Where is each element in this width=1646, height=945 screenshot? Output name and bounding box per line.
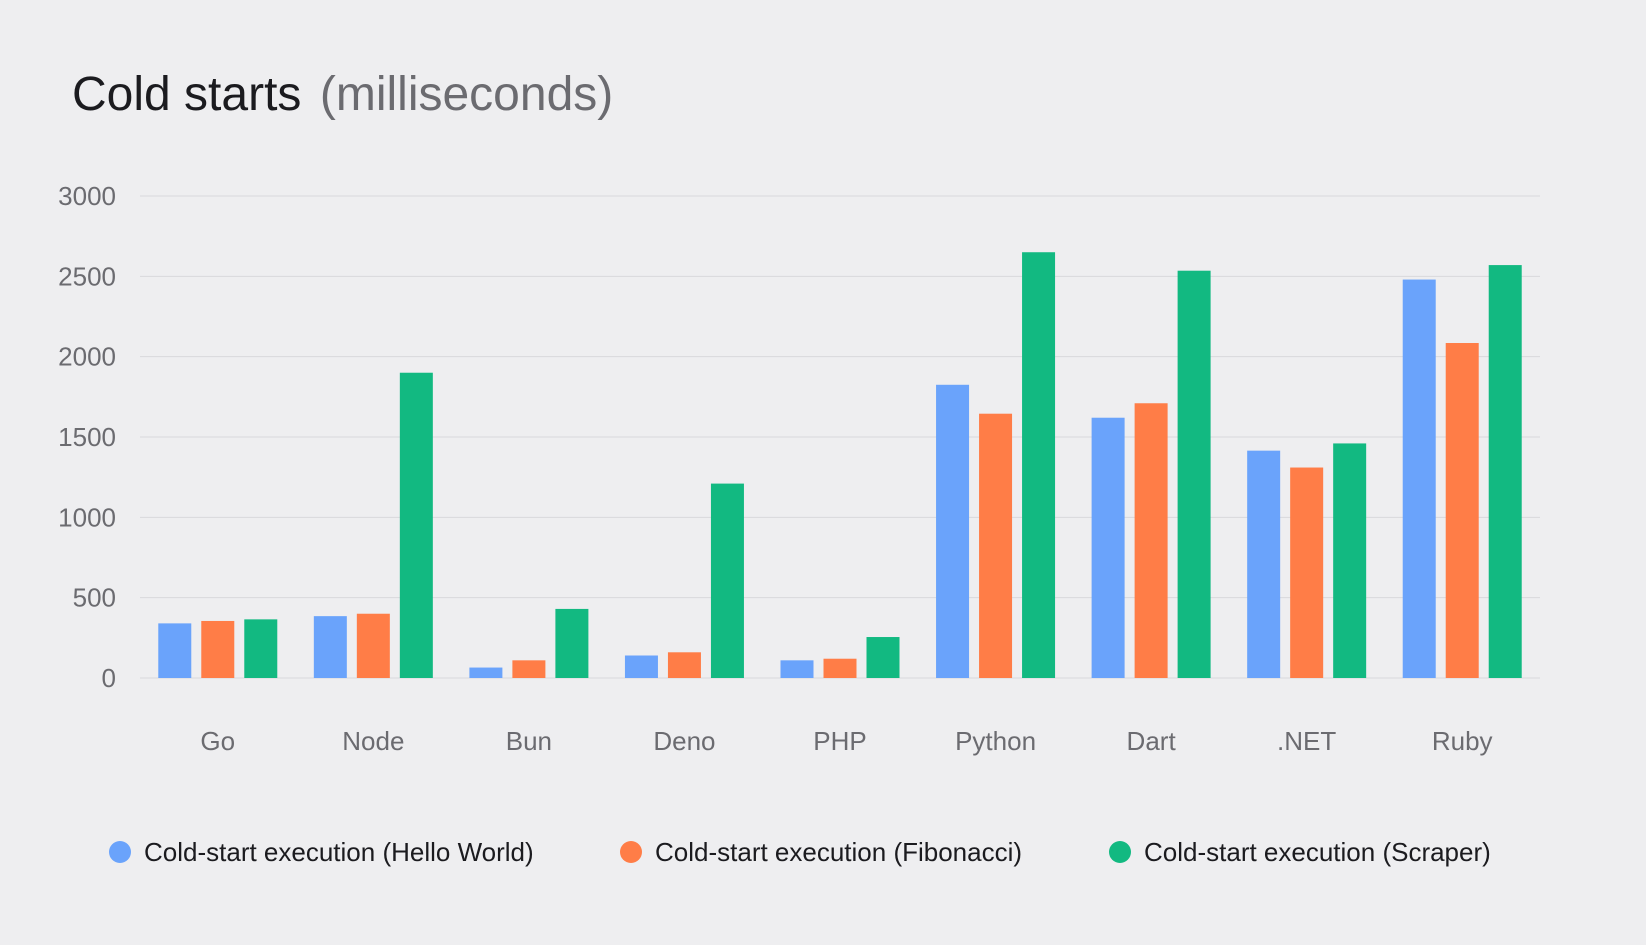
y-tick-label: 500 [73,583,116,613]
legend-label: Cold-start execution (Hello World) [144,837,534,867]
chart-title: Cold starts [72,68,301,121]
bar-python-series-3 [1022,252,1056,678]
bar-ruby-series-2 [1445,343,1479,678]
chart-subtitle: (milliseconds) [320,68,613,121]
x-category-label: Bun [506,726,552,756]
bar-net-series-1 [1247,450,1281,678]
bar-php-series-1 [780,660,814,678]
bar-net-series-3 [1333,443,1367,678]
bar-go-series-1 [158,623,192,678]
legend-label: Cold-start execution (Fibonacci) [655,837,1022,867]
legend: Cold-start execution (Hello World) Cold-s… [109,837,1491,867]
x-category-label: Node [342,726,404,756]
bar-ruby-series-3 [1488,265,1522,678]
x-category-label: Ruby [1432,726,1493,756]
bar-python-series-1 [936,384,970,678]
bar-go-series-3 [244,619,278,678]
y-axis-tick-labels: 0 500 1000 1500 2000 2500 3000 [58,181,116,693]
gridlines [140,195,1540,679]
chart-title-group: Cold starts (milliseconds) [72,68,613,121]
bar-go-series-2 [201,620,235,678]
bar-php-series-2 [823,658,857,678]
bar-node-series-1 [313,616,347,678]
bar-deno-series-2 [667,652,701,678]
y-tick-label: 2500 [58,261,116,291]
bar-node-series-2 [356,613,390,678]
bar-python-series-2 [979,413,1013,678]
legend-swatch [620,841,642,863]
x-category-label: Python [955,726,1036,756]
bar-dart-series-3 [1177,270,1211,678]
bar-bun-series-3 [555,608,589,678]
legend-swatch [109,841,131,863]
x-category-label: Dart [1127,726,1177,756]
legend-label: Cold-start execution (Scraper) [1144,837,1491,867]
bar-deno-series-1 [624,655,658,678]
bar-dart-series-1 [1091,417,1125,678]
legend-swatch [1109,841,1131,863]
bars [158,252,1522,678]
x-category-label: PHP [813,726,866,756]
y-tick-label: 2000 [58,342,116,372]
bar-bun-series-1 [469,667,503,678]
x-category-label: .NET [1277,726,1336,756]
bar-deno-series-3 [710,483,744,678]
bar-node-series-3 [399,372,433,678]
bar-ruby-series-1 [1402,279,1436,678]
bar-dart-series-2 [1134,403,1168,678]
bar-bun-series-2 [512,660,546,678]
y-tick-label: 0 [102,663,116,693]
x-category-label: Go [200,726,235,756]
x-axis-category-labels: Go Node Bun Deno PHP Python Dart .NET Ruby [200,726,1492,756]
y-tick-label: 1500 [58,422,116,452]
y-tick-label: 3000 [58,181,116,211]
bar-php-series-3 [866,637,900,678]
x-category-label: Deno [653,726,715,756]
y-tick-label: 1000 [58,502,116,532]
bar-net-series-2 [1290,467,1324,678]
